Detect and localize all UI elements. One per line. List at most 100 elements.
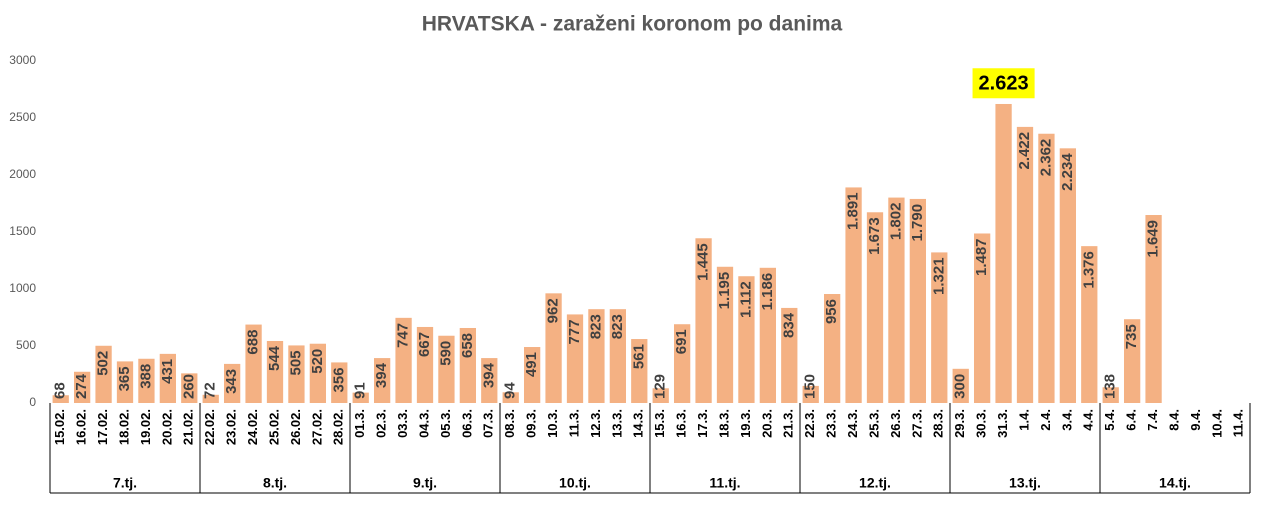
bar [524,347,541,403]
value-label: 691 [673,329,690,354]
bar [374,358,391,403]
x-tick-label: 23.3. [824,409,839,438]
x-tick-label: 20.02. [159,409,174,445]
value-label: 274 [73,373,90,399]
x-tick-label: 27.02. [309,409,324,445]
value-label: 1.376 [1080,251,1097,289]
bar [95,345,112,403]
x-tick-label: 19.3. [738,409,753,438]
bar [781,307,798,403]
bar [566,314,584,403]
x-tick-label: 22.02. [202,409,217,445]
bar [802,385,819,403]
bar [159,353,176,403]
group-label: 8.tj. [263,475,287,491]
y-tick-label: 1500 [9,224,36,238]
x-tick-label: 18.3. [716,409,731,438]
x-tick-label: 30.3. [974,409,989,438]
value-label: 365 [116,366,133,391]
value-label: 834 [780,312,797,338]
x-tick-label: 27.3. [909,409,924,438]
bar [1124,319,1141,403]
y-tick-label: 2500 [9,110,36,124]
bar [181,373,198,403]
x-tick-label: 11.3. [566,409,581,437]
bar [502,392,519,403]
value-label: 2.422 [1016,132,1033,170]
y-tick-label: 2000 [9,167,36,181]
bar [545,293,562,403]
x-tick-label: 06.3. [459,409,474,438]
x-tick-label: 21.02. [181,409,196,445]
value-label: 1.673 [866,217,883,255]
bar [609,309,626,403]
value-label: 823 [587,314,604,339]
bar [288,345,305,403]
x-tick-label: 09.3. [524,409,539,438]
x-tick-label: 4.4. [1081,409,1096,431]
highlight-label: 2.623 [979,72,1029,94]
value-label: 544 [266,345,283,371]
bar [1059,148,1076,403]
value-label: 520 [309,349,326,374]
value-label: 94 [502,382,519,399]
value-label: 561 [630,344,647,369]
group-label: 7.tj. [113,475,137,491]
x-tick-label: 16.02. [74,409,89,445]
y-tick-label: 1000 [9,281,36,295]
value-label: 394 [480,362,497,388]
value-label: 590 [437,341,454,366]
value-label: 1.445 [695,243,712,281]
x-tick-label: 17.02. [95,409,110,445]
x-tick-label: 19.02. [138,409,153,445]
group-label: 14.tj. [1159,475,1191,491]
value-label: 823 [609,314,626,339]
x-tick-label: 9.4. [1188,409,1203,431]
bar [866,212,884,403]
x-tick-label: 02.3. [374,409,389,438]
value-label: 1.195 [716,272,733,310]
x-tick-label: 23.02. [224,409,239,445]
x-tick-label: 20.3. [759,409,774,438]
x-tick-label: 28.3. [931,409,946,438]
group-label: 13.tj. [1009,475,1041,491]
x-tick-label: 14.3. [631,409,646,438]
value-label: 491 [523,352,540,377]
bar [952,368,969,403]
x-tick-label: 24.3. [845,409,860,438]
value-label: 735 [1123,324,1140,349]
bar [224,363,241,403]
x-tick-label: 16.3. [674,409,689,438]
x-tick-label: 24.02. [245,409,260,445]
value-label: 962 [545,298,562,323]
y-tick-label: 500 [16,338,36,352]
x-tick-label: 1.4. [1016,409,1031,431]
x-tick-label: 18.02. [116,409,131,445]
bar [824,294,841,403]
bar [74,371,91,403]
value-label: 431 [159,359,176,384]
x-tick-label: 01.3. [352,409,367,438]
group-label: 10.tj. [559,475,591,491]
bar [438,335,455,403]
bar [652,388,669,403]
bar [588,309,605,403]
group-label: 11.tj. [709,475,740,491]
x-tick-label: 26.3. [888,409,903,438]
x-tick-label: 29.3. [952,409,967,438]
value-label: 91 [352,382,369,399]
value-label: 129 [652,374,669,399]
value-label: 68 [52,382,69,399]
bar [138,358,155,403]
x-tick-label: 04.3. [416,409,431,438]
x-tick-label: 31.3. [995,409,1010,438]
y-tick-label: 3000 [9,53,36,67]
bar [459,327,476,403]
x-tick-label: 3.4. [1059,409,1074,431]
x-tick-label: 21.3. [781,409,796,438]
x-tick-label: 10.4. [1209,409,1224,438]
value-label: 1.186 [759,273,776,311]
bar [331,362,348,403]
value-label: 72 [202,382,219,399]
